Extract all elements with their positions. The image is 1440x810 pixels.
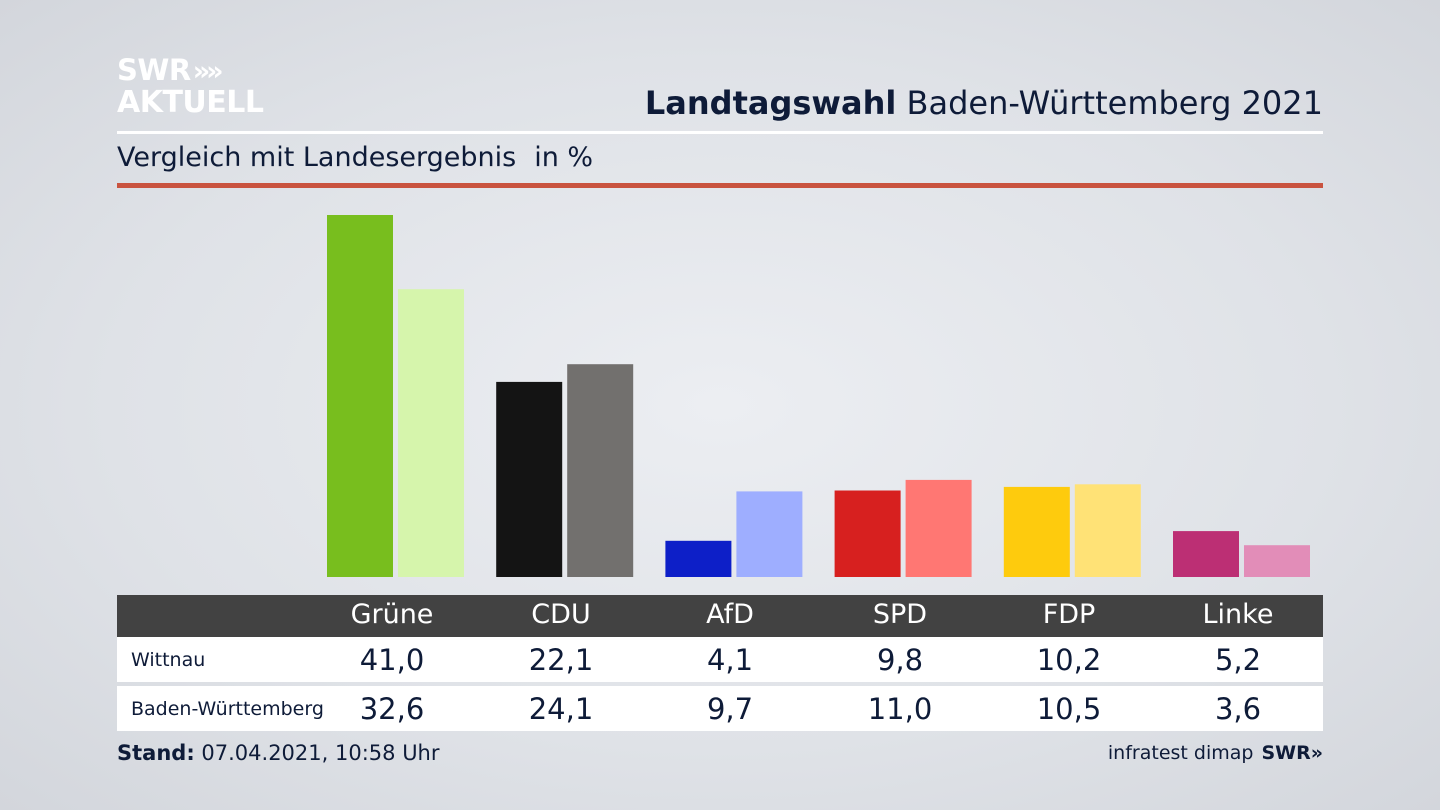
stand-label: Stand:	[117, 741, 195, 765]
table-cell: 4,1	[706, 643, 754, 677]
bar-grne-local	[327, 215, 393, 577]
subtitle-text: Vergleich mit Landesergebnis	[117, 142, 517, 173]
source-credit: infratest dimap SWR»	[1108, 742, 1323, 764]
bar-spd-local	[834, 490, 901, 577]
logo-swr-text: SWR	[117, 53, 191, 87]
table-cell: 32,6	[359, 692, 425, 726]
bar-afd-local	[665, 540, 732, 577]
bar-cdu-state	[567, 364, 634, 577]
page-title: Landtagswahl Baden-Württemberg 2021	[645, 84, 1323, 122]
bar-chart	[327, 215, 1310, 577]
bar-cdu-local	[496, 381, 563, 577]
bar-fdp-local	[1003, 486, 1070, 577]
bar-afd-state	[736, 491, 803, 577]
party-header: AfD	[706, 599, 754, 630]
bar-spd-state	[905, 479, 972, 577]
bar-linke-local	[1173, 531, 1239, 577]
table-cell: 24,1	[528, 692, 594, 726]
row-label: Wittnau	[131, 649, 206, 671]
title-rest: Baden-Württemberg 2021	[906, 84, 1324, 122]
party-header: SPD	[872, 599, 928, 630]
table-row: Wittnau 41,0 22,1 4,1 9,8 10,2 5,2	[117, 637, 1323, 682]
bar-fdp-state	[1074, 484, 1141, 577]
results-table: Grüne CDU AfD SPD FDP Linke Wittnau 41,0…	[117, 595, 1323, 731]
unit-label: in %	[534, 142, 594, 173]
table-cell: 3,6	[1214, 692, 1262, 726]
bar-grne-state	[398, 289, 464, 577]
swr-logo-small: SWR»	[1261, 742, 1323, 764]
party-header: FDP	[1042, 599, 1096, 630]
source-text: infratest dimap	[1107, 742, 1254, 764]
table-cell: 9,7	[706, 692, 754, 726]
table-header: Grüne CDU AfD SPD FDP Linke	[117, 595, 1323, 637]
table-row: Baden-Württemberg 32,6 24,1 9,7 11,0 10,…	[117, 686, 1323, 731]
table-cell: 10,2	[1036, 643, 1102, 677]
table-cell: 22,1	[528, 643, 594, 677]
row-label: Baden-Württemberg	[131, 698, 324, 720]
swr-aktuell-logo: SWR»» AKTUELL	[117, 53, 264, 120]
table-cell: 41,0	[359, 643, 425, 677]
accent-divider	[117, 183, 1323, 188]
bar-linke-state	[1244, 545, 1310, 577]
table-cell: 10,5	[1036, 692, 1102, 726]
title-bold: Landtagswahl	[644, 84, 897, 122]
logo-aktuell-text: AKTUELL	[117, 85, 264, 120]
table-cell: 11,0	[867, 692, 933, 726]
header-divider	[117, 131, 1323, 134]
chart-subtitle: Vergleich mit Landesergebnis in %	[117, 142, 593, 173]
timestamp: Stand: 07.04.2021, 10:58 Uhr	[117, 741, 440, 765]
party-header: Grüne	[350, 599, 434, 630]
table-cell: 5,2	[1214, 643, 1262, 677]
table-cell: 9,8	[876, 643, 924, 677]
party-header: CDU	[531, 599, 591, 630]
stand-value: 07.04.2021, 10:58 Uhr	[201, 741, 440, 765]
party-header: Linke	[1202, 599, 1274, 630]
